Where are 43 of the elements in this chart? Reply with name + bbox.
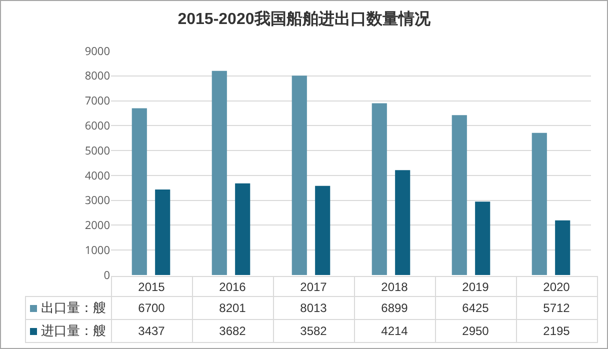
y-tick-label: 1000 — [84, 242, 110, 258]
data-label: 2950 — [435, 320, 516, 342]
legend-label: 出口量：艘 — [26, 296, 111, 320]
y-tick-label: 0 — [104, 268, 110, 283]
data-label: 5712 — [516, 296, 597, 320]
data-label: 6899 — [354, 296, 435, 320]
data-label: 8013 — [273, 296, 354, 320]
data-label: 2195 — [516, 320, 597, 342]
data-label: 6700 — [111, 296, 192, 320]
legend-label: 进口量：艘 — [26, 320, 111, 342]
data-label: 6425 — [435, 296, 516, 320]
bar — [132, 108, 147, 275]
bar — [212, 70, 227, 275]
y-tick-label: 8000 — [84, 68, 110, 84]
bar — [292, 76, 307, 275]
chart-title: 2015-2020我国船舶进出口数量情况 — [178, 10, 432, 28]
data-label: 3682 — [192, 320, 273, 342]
data-label: 3582 — [273, 320, 354, 342]
bar — [395, 170, 410, 275]
bar — [532, 132, 547, 275]
bar — [555, 220, 570, 275]
bar — [155, 189, 170, 275]
bar — [235, 183, 250, 275]
y-tick-label: 9000 — [84, 44, 110, 59]
x-tick-label: 2015 — [111, 276, 192, 296]
bar — [372, 103, 387, 275]
y-tick-label: 6000 — [84, 118, 110, 134]
x-tick-label: 2018 — [354, 276, 435, 296]
data-label: 4214 — [354, 320, 435, 342]
y-tick-label: 3000 — [84, 193, 110, 208]
x-tick-label: 2020 — [516, 276, 597, 296]
data-label: 3437 — [111, 320, 192, 342]
y-tick-label: 2000 — [84, 218, 110, 234]
x-tick-label: 2019 — [435, 276, 516, 296]
x-tick-label: 2017 — [273, 276, 354, 296]
y-tick-label: 5000 — [84, 143, 110, 158]
y-tick-label: 7000 — [84, 94, 110, 109]
data-label: 8201 — [192, 296, 273, 320]
bar — [475, 202, 490, 275]
y-tick-label: 4000 — [84, 168, 110, 184]
x-tick-label: 2016 — [192, 276, 273, 296]
bar — [315, 186, 330, 275]
bar — [452, 115, 467, 275]
